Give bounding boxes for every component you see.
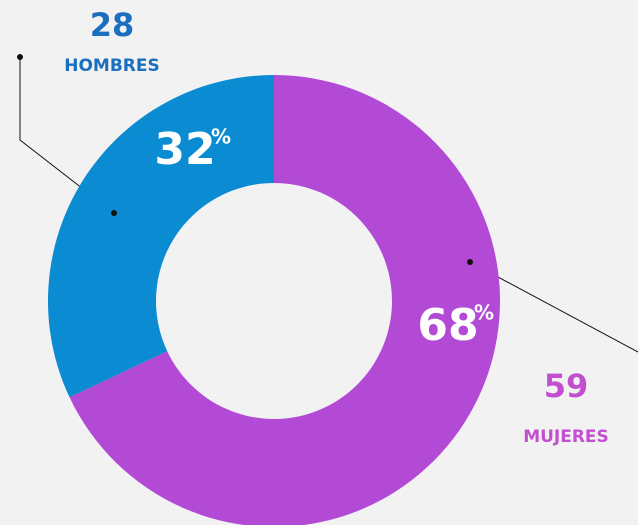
- value-unit: %: [211, 125, 231, 149]
- leader-dot: [111, 210, 117, 216]
- donut-segment: [69, 75, 500, 525]
- value-unit: %: [474, 301, 494, 325]
- leader-dot: [467, 259, 473, 265]
- donut-segment: [48, 75, 275, 398]
- category-label: HOMBRES: [64, 56, 160, 76]
- leader-dot: [17, 54, 23, 60]
- category-label: MUJERES: [523, 427, 609, 447]
- value-label: 32: [154, 124, 215, 175]
- value-label: 68: [417, 300, 478, 351]
- count-label: 59: [544, 367, 589, 405]
- count-label: 28: [90, 6, 135, 44]
